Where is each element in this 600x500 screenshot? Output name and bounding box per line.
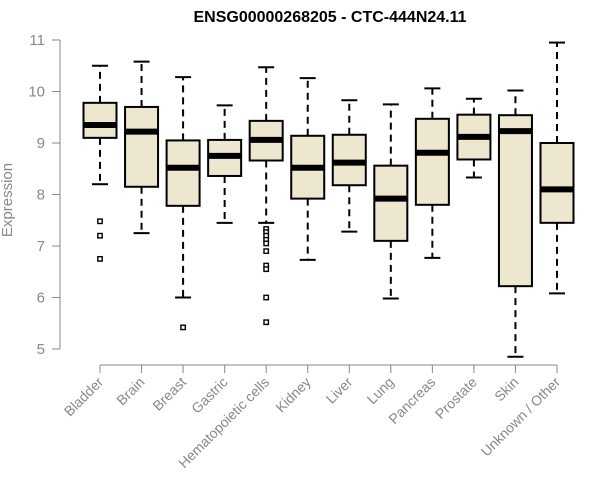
outlier-point: [263, 266, 270, 273]
iqr-box: [124, 105, 160, 188]
outlier-point: [263, 294, 270, 301]
outlier-point: [263, 240, 270, 247]
box-prostate: [456, 97, 492, 179]
outlier-point: [97, 232, 103, 239]
iqr-box: [82, 101, 118, 139]
iqr-box: [539, 142, 575, 224]
x-tick-label: Unknown / Other: [478, 374, 564, 460]
box-unknown-other: [539, 41, 575, 295]
y-tick-label: 9: [37, 135, 45, 152]
chart-title: ENSG00000268205 - CTC-444N24.11: [193, 9, 466, 26]
x-tick-label: Lung: [364, 374, 397, 407]
outlier-point: [263, 248, 270, 255]
box-series: [82, 41, 575, 358]
y-tick-label: 10: [28, 84, 45, 101]
box-skin: [497, 89, 533, 358]
x-tick-label: Liver: [323, 374, 356, 407]
x-tick-label: Breast: [149, 374, 189, 414]
x-tick-label: Brain: [113, 374, 147, 408]
y-tick-label: 7: [37, 238, 45, 255]
box-brain: [124, 60, 160, 235]
x-tick-label: Skin: [491, 374, 522, 405]
y-axis: 5 6 7 8 9 10 11: [28, 32, 61, 358]
x-tick-label: Bladder: [61, 374, 107, 420]
box-gastric: [207, 104, 243, 224]
box-pancreas: [414, 87, 450, 259]
y-tick-label: 5: [37, 341, 45, 358]
box-kidney: [290, 77, 326, 261]
y-axis-label: Expression: [0, 163, 16, 237]
y-tick-label: 8: [37, 187, 45, 204]
x-tick-label: Kidney: [272, 374, 314, 416]
box-hematopoietic-cells: [248, 66, 284, 326]
box-liver: [331, 99, 367, 233]
iqr-box: [373, 164, 409, 242]
x-tick-label: Prostate: [432, 374, 480, 422]
box-breast: [165, 76, 201, 331]
outlier-point: [97, 218, 103, 225]
outlier-point: [180, 324, 186, 331]
y-tick-label: 11: [29, 32, 45, 49]
outlier-point: [263, 319, 270, 326]
iqr-box: [497, 114, 533, 288]
y-tick-label: 6: [37, 290, 45, 307]
box-lung: [373, 103, 409, 300]
iqr-box: [165, 139, 201, 207]
box-bladder: [82, 64, 118, 262]
outlier-point: [97, 255, 103, 262]
iqr-box: [414, 117, 450, 206]
